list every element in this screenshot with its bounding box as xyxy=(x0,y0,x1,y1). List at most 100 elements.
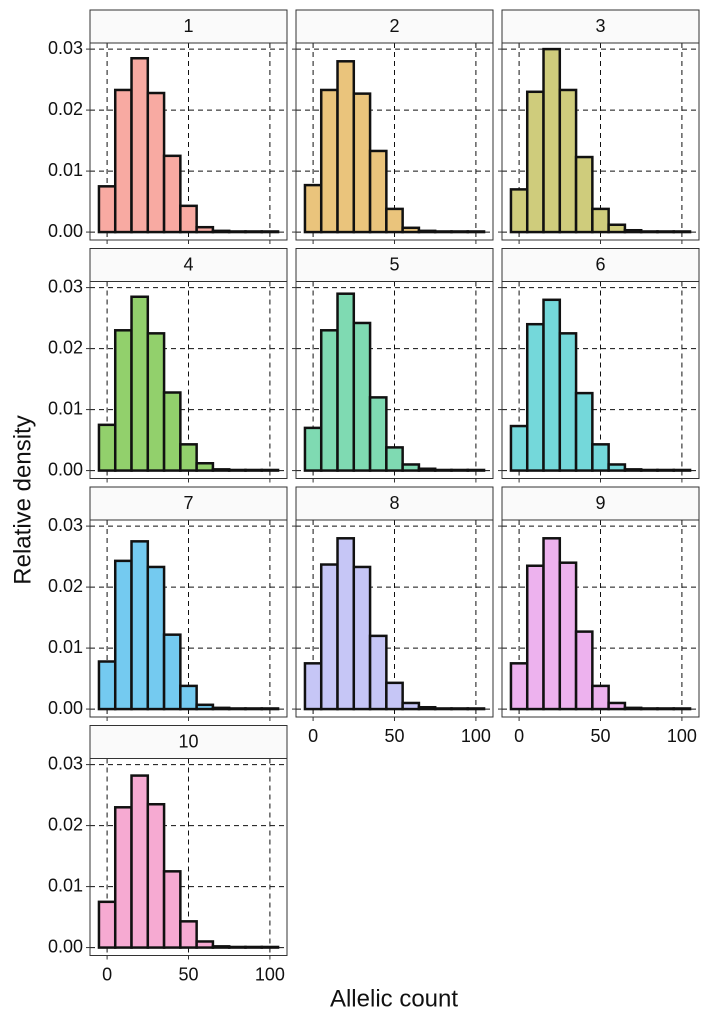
histogram-bar xyxy=(466,230,486,234)
histogram-bar xyxy=(607,463,627,472)
histogram-bar xyxy=(368,149,388,234)
histogram-bar xyxy=(179,920,198,949)
histogram-bar xyxy=(211,945,231,949)
histogram-bar xyxy=(303,662,323,711)
y-tick-label: 0.00 xyxy=(48,936,83,956)
histogram-bar xyxy=(260,468,280,472)
histogram-bar xyxy=(162,154,182,234)
histogram-bar xyxy=(509,662,529,711)
histogram-bar xyxy=(417,705,437,711)
histogram-bar xyxy=(450,230,470,234)
histogram-bar xyxy=(195,703,215,711)
histogram-bar xyxy=(113,559,133,711)
panel-border xyxy=(295,281,494,479)
histogram-bar xyxy=(656,468,676,472)
panel-border xyxy=(501,281,700,479)
histogram-bar xyxy=(260,707,280,711)
y-tick-label: 0.01 xyxy=(48,398,83,418)
histogram-bar xyxy=(130,56,150,234)
panel-border xyxy=(89,758,288,956)
histogram-bar xyxy=(179,443,198,472)
histogram-bar xyxy=(97,900,117,949)
y-tick-label: 0.02 xyxy=(48,99,83,119)
histogram-bar xyxy=(433,230,453,234)
panel-title: 8 xyxy=(389,493,399,513)
histogram-bar xyxy=(623,228,643,234)
histogram-bar xyxy=(146,91,166,234)
histogram-bar xyxy=(656,230,676,234)
histogram-bar xyxy=(303,426,323,472)
strip xyxy=(89,725,288,759)
histogram-bar xyxy=(130,774,150,949)
histogram-bar xyxy=(303,183,323,234)
histogram-bar xyxy=(336,60,356,234)
histogram-bar xyxy=(227,945,247,949)
x-tick-label: 0 xyxy=(308,726,318,746)
panel-title: 6 xyxy=(595,254,605,274)
histogram-bar xyxy=(368,634,388,711)
histogram-bar xyxy=(401,463,421,472)
histogram-bar xyxy=(466,468,486,472)
histogram-bar xyxy=(130,540,150,711)
histogram-bar xyxy=(179,204,198,234)
histogram-bar xyxy=(260,230,280,234)
panel-border xyxy=(501,519,700,718)
histogram-bar xyxy=(211,706,231,711)
y-tick-label: 0.03 xyxy=(48,276,83,296)
y-tick-label: 0.02 xyxy=(48,576,83,596)
histogram-bar xyxy=(656,707,676,711)
histogram-bar xyxy=(227,230,247,234)
histogram-bar xyxy=(97,185,117,234)
y-axis-title: Relative density xyxy=(9,415,36,584)
histogram-bar xyxy=(368,396,388,472)
strip xyxy=(501,9,700,44)
histogram-bar xyxy=(542,47,562,234)
histogram-bar xyxy=(509,424,529,472)
histogram-bar xyxy=(574,630,594,711)
histogram-bar xyxy=(113,88,133,234)
histogram-bar xyxy=(591,684,610,711)
histogram-bar xyxy=(574,155,594,234)
histogram-bar xyxy=(352,565,372,711)
y-tick-label: 0.00 xyxy=(48,221,83,241)
histogram-bar xyxy=(591,207,610,234)
panel-border xyxy=(501,42,700,241)
histogram-bar xyxy=(352,321,372,472)
x-tick-label: 100 xyxy=(461,726,491,746)
histogram-bar xyxy=(211,229,231,234)
y-tick-label: 0.01 xyxy=(48,160,83,180)
histogram-bar xyxy=(525,564,545,711)
histogram-bar xyxy=(244,468,264,472)
histogram-bar xyxy=(623,706,643,711)
strip xyxy=(501,248,700,282)
histogram-bar xyxy=(591,443,610,472)
panel-border xyxy=(89,42,288,241)
panel-title: 5 xyxy=(389,254,399,274)
histogram-bar xyxy=(607,223,627,234)
panel-title: 2 xyxy=(389,16,399,36)
strip xyxy=(295,9,494,44)
histogram-bar xyxy=(450,468,470,472)
histogram-bar xyxy=(542,298,562,472)
histogram-bar xyxy=(211,468,231,472)
histogram-bar xyxy=(113,806,133,949)
y-tick-label: 0.00 xyxy=(48,698,83,718)
strip xyxy=(89,9,288,44)
strip xyxy=(89,486,288,521)
histogram-bar xyxy=(146,332,166,472)
y-tick-label: 0.00 xyxy=(48,459,83,479)
histogram-bar xyxy=(433,707,453,711)
histogram-bar xyxy=(179,684,198,711)
y-tick-label: 0.03 xyxy=(48,753,83,773)
histogram-bar xyxy=(525,90,545,234)
y-tick-label: 0.03 xyxy=(48,38,83,58)
histogram-bar xyxy=(623,468,643,472)
histogram-bar xyxy=(352,92,372,234)
histogram-bar xyxy=(319,88,339,234)
y-tick-label: 0.02 xyxy=(48,814,83,834)
histogram-bar xyxy=(130,295,150,472)
histogram-bar xyxy=(319,563,339,711)
panel-border xyxy=(295,519,494,718)
histogram-bar xyxy=(97,660,117,711)
